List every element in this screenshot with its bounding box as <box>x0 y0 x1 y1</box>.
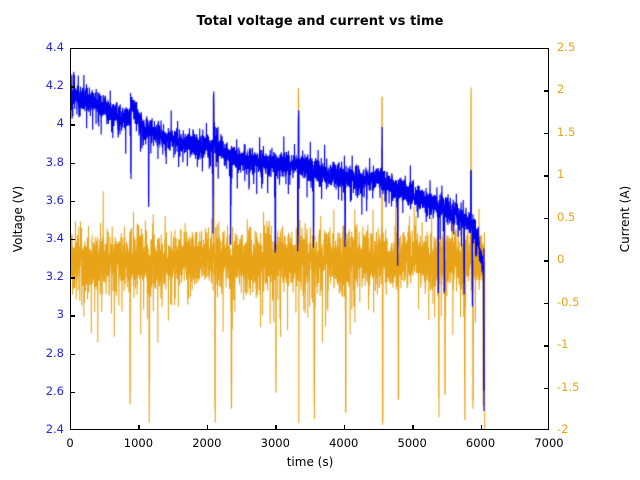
y-left-tick-label: 3 <box>56 307 64 322</box>
x-tick-label: 2000 <box>192 436 222 450</box>
x-tick-label: 1000 <box>123 436 154 450</box>
y-left-tick-mark <box>70 239 75 241</box>
y-left-tick-mark <box>70 124 75 126</box>
y-right-tick-label: 0 <box>557 252 565 267</box>
y-right-tick-label: 0.5 <box>557 209 576 224</box>
y-right-tick-mark <box>544 387 549 389</box>
x-tick-mark <box>275 425 277 430</box>
y-right-tick-mark <box>544 345 549 347</box>
chart-title: Total voltage and current vs time <box>196 14 444 29</box>
y-left-tick-label: 3.2 <box>45 269 64 284</box>
x-tick-label: 6000 <box>465 436 496 450</box>
chart-plot-canvas <box>71 49 548 429</box>
y-right-tick-label: 1 <box>557 167 565 182</box>
y-left-tick-mark <box>70 200 75 203</box>
y-left-tick-mark <box>70 315 75 317</box>
y-right-tick-mark <box>544 175 549 177</box>
y-right-tick-mark <box>544 132 549 135</box>
y-left-tick-label: 2.6 <box>45 383 64 398</box>
y-left-tick-mark <box>70 162 75 164</box>
y-right-tick-label: -1 <box>557 337 569 352</box>
x-tick-mark <box>138 425 140 430</box>
y-left-tick-mark <box>70 353 75 355</box>
y-left-tick-label: 2.4 <box>45 422 64 436</box>
y-right-tick-mark <box>544 260 549 262</box>
x-tick-mark <box>412 425 414 430</box>
y-left-tick-label: 4 <box>56 116 64 131</box>
x-tick-label: 7000 <box>534 436 564 450</box>
x-tick-mark <box>343 425 346 430</box>
y-axis-left-title: Voltage (V) <box>11 185 25 253</box>
x-tick-label: 3000 <box>260 436 290 450</box>
y-left-tick-label: 2.8 <box>45 345 64 360</box>
y-right-tick-mark <box>544 90 549 92</box>
y-left-tick-label: 4.4 <box>45 40 64 54</box>
y-left-tick-label: 3.6 <box>45 192 64 207</box>
x-tick-label: 4000 <box>329 436 359 450</box>
y-right-tick-label: 2 <box>557 82 565 97</box>
x-axis-title: time (s) <box>286 455 334 469</box>
y-right-tick-label: -0.5 <box>557 294 580 309</box>
y-right-tick-label: 1.5 <box>557 124 576 139</box>
x-tick-label: 5000 <box>397 436 427 450</box>
x-tick-label: 0 <box>66 436 74 450</box>
y-left-tick-label: 3.4 <box>45 231 64 245</box>
y-right-tick-label: -1.5 <box>557 379 580 394</box>
x-tick-mark <box>480 425 482 430</box>
y-axis-right-title: Current (A) <box>618 185 632 253</box>
y-right-tick-label: -2 <box>557 422 569 436</box>
y-left-tick-label: 3.8 <box>45 154 64 169</box>
y-right-tick-mark <box>544 217 549 220</box>
y-right-tick-mark <box>544 302 549 305</box>
y-right-tick-label: 2.5 <box>557 40 576 54</box>
x-tick-mark <box>206 425 209 430</box>
y-left-tick-mark <box>70 86 75 88</box>
y-left-tick-mark <box>70 391 75 394</box>
y-left-tick-label: 4.2 <box>45 78 64 93</box>
y-left-tick-mark <box>70 277 75 279</box>
